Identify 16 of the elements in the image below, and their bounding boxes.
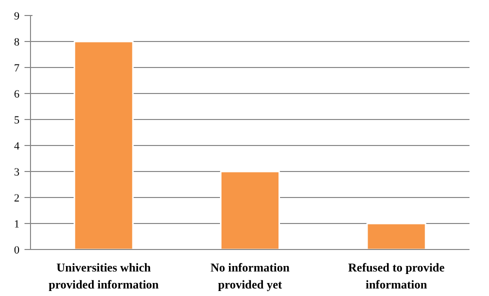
- x-tick-label: No information provided yet: [210, 260, 290, 292]
- y-tick-label: 4: [14, 140, 20, 152]
- bar: [366, 222, 426, 250]
- y-tick-label: 9: [14, 10, 20, 22]
- bar: [74, 40, 134, 250]
- x-tick-label: Universities which provided information: [48, 260, 160, 292]
- y-tick-label: 1: [14, 218, 20, 230]
- y-tick-label: 6: [14, 88, 20, 100]
- y-tick-label: 7: [14, 62, 20, 74]
- x-tick-label: Refused to provide information: [348, 260, 446, 292]
- y-tick-label: 8: [14, 36, 20, 48]
- y-tick-label: 0: [14, 244, 20, 256]
- y-tick-label: 5: [14, 114, 20, 126]
- y-tick-label: 3: [14, 166, 20, 178]
- y-tick-label: 2: [14, 192, 20, 204]
- bar: [220, 170, 280, 250]
